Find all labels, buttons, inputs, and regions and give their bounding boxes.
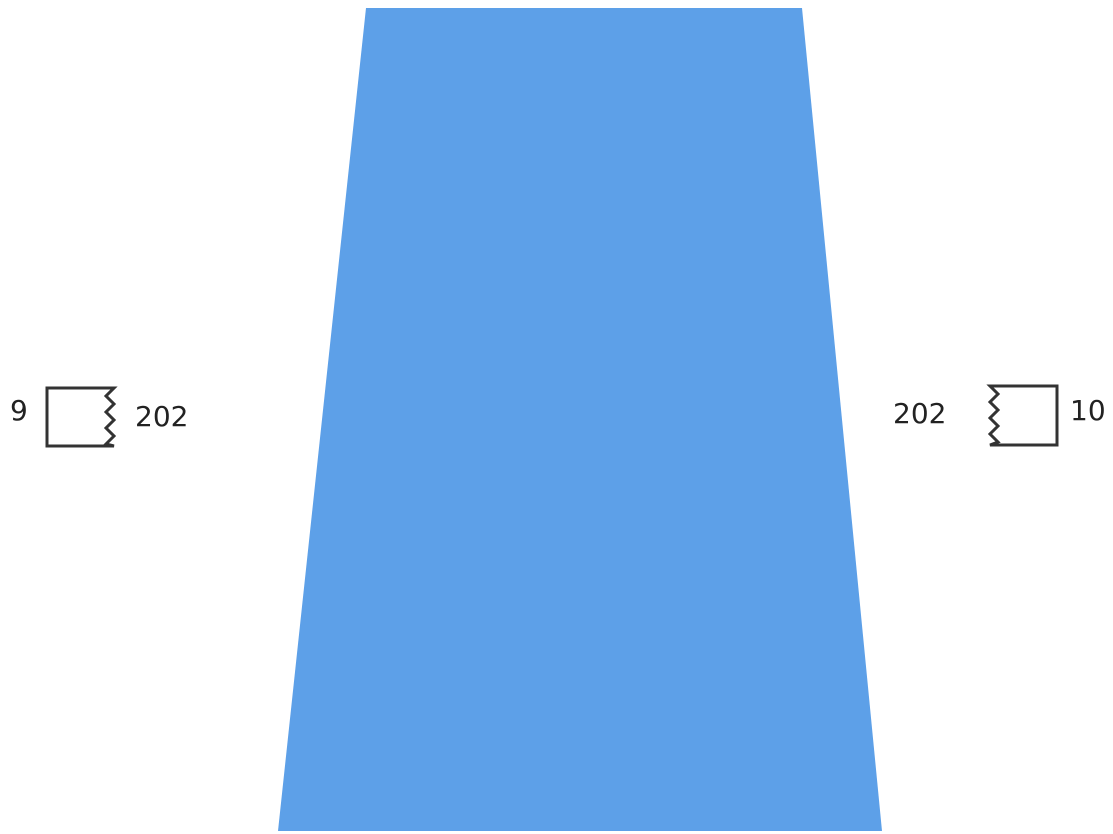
central-trapezoid [278, 8, 882, 831]
left-broken-edge-box-icon [45, 386, 118, 448]
right-outer-label: 10 [1070, 394, 1106, 427]
right-broken-edge-box-icon [986, 384, 1059, 447]
left-inner-label: 202 [135, 400, 188, 433]
right-dimension-group: 202 10 [893, 384, 1106, 447]
left-outer-label: 9 [10, 394, 28, 427]
left-dimension-group: 9 202 [10, 386, 188, 448]
right-inner-label: 202 [893, 397, 946, 430]
